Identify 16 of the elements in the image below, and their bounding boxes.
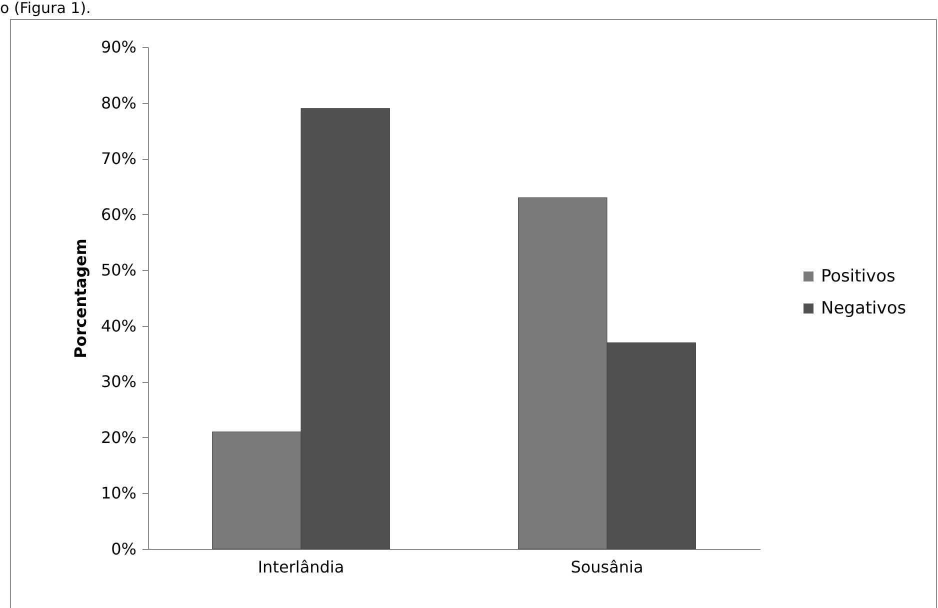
legend-label: Positivos: [821, 266, 896, 286]
y-tick-label: 10%: [100, 484, 136, 503]
y-tick-label: 90%: [100, 38, 136, 56]
y-axis-title: Porcentagem: [70, 238, 90, 358]
x-tick-label: Interlândia: [258, 558, 344, 576]
legend-label: Negativos: [821, 298, 906, 318]
y-tick-label: 60%: [100, 204, 136, 224]
y-tick-label: 70%: [100, 149, 136, 168]
y-tick-label: 30%: [100, 372, 136, 392]
y-tick-label: 0%: [111, 540, 136, 558]
y-tick-label: 20%: [100, 428, 136, 447]
y-tick-label: 80%: [100, 93, 136, 112]
y-tick-label: 40%: [100, 316, 136, 336]
y-tick-label: 50%: [100, 260, 136, 280]
text: o (Figura 1).: [0, 0, 91, 17]
x-tick-label: Sousânia: [570, 558, 644, 576]
